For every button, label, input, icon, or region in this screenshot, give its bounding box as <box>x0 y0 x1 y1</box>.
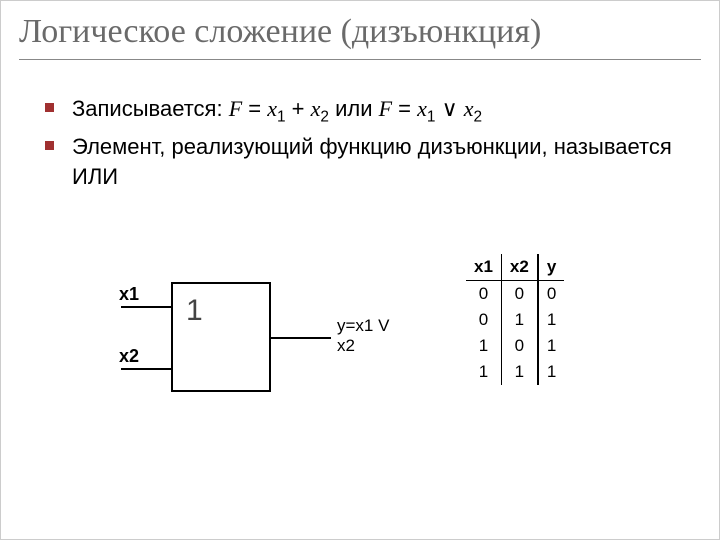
page-title: Логическое сложение (дизъюнкция) <box>19 13 701 51</box>
bullet-text-1: Записывается: F = x1 + x2 или F = x1 ∨ x… <box>72 94 482 128</box>
logic-gate-diagram: 1 x1 x2 y=x1 V x2 <box>101 272 401 412</box>
label-x2: x2 <box>119 346 139 367</box>
table-row: 1 1 1 <box>466 359 564 385</box>
cell: 0 <box>466 280 501 307</box>
th-y: y <box>538 254 564 281</box>
table-header-row: x1 x2 y <box>466 254 564 281</box>
bullet-item: Элемент, реализующий функцию дизъюнкции,… <box>45 132 675 191</box>
cell: 1 <box>466 359 501 385</box>
cell: 0 <box>501 280 537 307</box>
table-row: 0 1 1 <box>466 307 564 333</box>
table-row: 1 0 1 <box>466 333 564 359</box>
bullet-icon <box>45 103 54 112</box>
gate-symbol: 1 <box>186 294 203 328</box>
bullet-icon <box>45 141 54 150</box>
wire-y <box>271 337 331 339</box>
th-x1: x1 <box>466 254 501 281</box>
cell: 1 <box>538 359 564 385</box>
cell: 1 <box>538 307 564 333</box>
cell: 1 <box>538 333 564 359</box>
bullet-item: Записывается: F = x1 + x2 или F = x1 ∨ x… <box>45 94 675 128</box>
bullet-text-2: Элемент, реализующий функцию дизъюнкции,… <box>72 132 675 191</box>
wire-x1 <box>121 306 171 308</box>
diagram-area: 1 x1 x2 y=x1 V x2 x1 x2 y 0 0 0 <box>1 232 719 492</box>
cell: 0 <box>501 333 537 359</box>
label-x1: x1 <box>119 284 139 305</box>
table-row: 0 0 0 <box>466 280 564 307</box>
wire-x2 <box>121 368 171 370</box>
cell: 1 <box>466 333 501 359</box>
cell: 1 <box>501 307 537 333</box>
cell: 0 <box>538 280 564 307</box>
label-y: y=x1 V x2 <box>337 316 401 356</box>
th-x2: x2 <box>501 254 537 281</box>
cell: 0 <box>466 307 501 333</box>
bullet-list: Записывается: F = x1 + x2 или F = x1 ∨ x… <box>45 94 675 192</box>
cell: 1 <box>501 359 537 385</box>
truth-table: x1 x2 y 0 0 0 0 1 1 1 0 <box>466 254 564 385</box>
